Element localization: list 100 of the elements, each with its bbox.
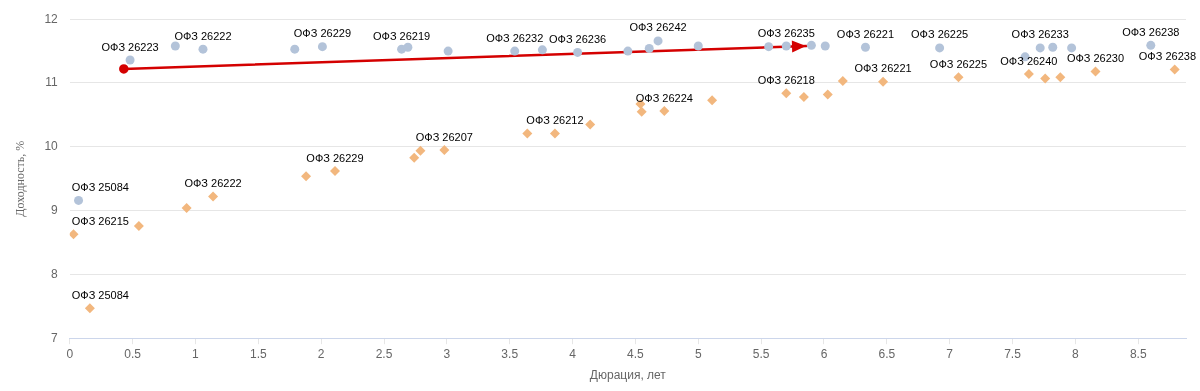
point <box>1055 72 1066 83</box>
x-tick-label: 7 <box>946 346 954 361</box>
point <box>198 44 208 54</box>
x-tick-label: 0.5 <box>124 346 142 361</box>
y-axis-title: Доходность, % <box>13 140 28 217</box>
x-tick-label: 6.5 <box>878 346 896 361</box>
point <box>953 72 964 83</box>
x-tick-label: 4.5 <box>627 346 645 361</box>
point <box>74 195 84 205</box>
point <box>522 128 533 139</box>
point <box>181 203 192 214</box>
point <box>510 46 520 56</box>
annotation: ОФЗ 26242 <box>629 21 687 34</box>
x-axis-title: Дюрация, лет <box>589 368 667 383</box>
point <box>1090 66 1101 77</box>
x-tick-label: 0 <box>66 346 74 361</box>
point <box>439 144 450 155</box>
point <box>301 171 312 182</box>
x-tick-label: 1.5 <box>249 346 267 361</box>
y-tick-label: 12 <box>44 11 59 26</box>
point <box>798 92 809 103</box>
point <box>329 166 340 177</box>
x-tick-label: 4 <box>569 346 577 361</box>
y-tick-label: 9 <box>51 202 59 217</box>
annotation: ОФЗ 26219 <box>373 29 431 42</box>
annotation: ОФЗ 26233 <box>1011 28 1069 41</box>
point <box>208 191 219 202</box>
annotation: ОФЗ 26212 <box>526 113 584 126</box>
annotation: ОФЗ 26221 <box>854 62 912 75</box>
point <box>653 36 663 46</box>
annotation: ОФЗ 26221 <box>836 27 895 40</box>
x-tick-label: 6 <box>820 346 828 361</box>
point <box>415 145 426 156</box>
point <box>1067 43 1077 53</box>
point <box>820 41 830 51</box>
point <box>170 41 180 51</box>
annotation: ОФЗ 26238 <box>1138 50 1197 63</box>
point <box>781 41 791 51</box>
point <box>644 44 654 54</box>
y-tick-label: 11 <box>45 75 59 90</box>
y-tick-label: 8 <box>51 266 59 281</box>
point <box>403 42 413 52</box>
point <box>1040 73 1051 84</box>
annotation: ОФЗ 26235 <box>757 26 815 39</box>
x-tick-label: 7.5 <box>1004 346 1022 361</box>
x-tick-label: 3.5 <box>501 346 519 361</box>
annotation: ОФЗ 26207 <box>415 130 473 143</box>
point <box>84 303 95 314</box>
point <box>806 40 816 50</box>
annotation: ОФЗ 26215 <box>71 214 129 227</box>
point <box>125 55 135 65</box>
annotation: ОФЗ 26224 <box>635 91 693 104</box>
annotation: ОФЗ 26229 <box>306 151 364 164</box>
x-tick-label: 3 <box>443 346 451 361</box>
point <box>1023 69 1034 80</box>
annotation: ОФЗ 26238 <box>1122 25 1180 38</box>
x-tick-label: 2 <box>317 346 325 361</box>
point <box>1048 42 1058 52</box>
point <box>781 88 792 99</box>
point <box>573 47 583 57</box>
point <box>409 152 420 163</box>
point <box>935 43 945 53</box>
x-tick-label: 5.5 <box>752 346 770 361</box>
annotation: ОФЗ 26229 <box>293 27 352 40</box>
point <box>659 106 670 117</box>
point <box>693 41 703 51</box>
point <box>133 220 144 231</box>
annotation: ОФЗ 26225 <box>929 57 988 70</box>
point <box>443 46 453 56</box>
point <box>707 95 718 106</box>
annotation: ОФЗ 26232 <box>486 31 544 44</box>
annotation: ОФЗ 26230 <box>1066 52 1125 65</box>
point <box>623 46 633 56</box>
annotation: ОФЗ 26223 <box>101 40 159 53</box>
annotation: ОФЗ 26218 <box>757 73 815 86</box>
point <box>860 42 870 52</box>
annotation: ОФЗ 26240 <box>1000 54 1058 67</box>
x-tick-label: 8.5 <box>1129 346 1147 361</box>
x-tick-label: 1 <box>192 346 200 361</box>
x-tick-label: 5 <box>694 346 702 361</box>
annotation: ОФЗ 26222 <box>184 177 242 190</box>
point <box>837 76 848 87</box>
x-tick-label: 2.5 <box>375 346 393 361</box>
annotation: ОФЗ 26236 <box>548 32 607 45</box>
point <box>585 119 596 130</box>
point <box>636 106 647 117</box>
point <box>537 45 547 55</box>
annotation: ОФЗ 25084 <box>71 288 129 301</box>
point <box>1146 40 1156 50</box>
annotation: ОФЗ 26225 <box>911 28 969 41</box>
point <box>878 76 889 87</box>
point <box>290 44 300 54</box>
y-tick-label: 10 <box>44 139 59 154</box>
annotation: ОФЗ 26222 <box>174 29 232 42</box>
x-tick-label: 8 <box>1072 346 1080 361</box>
point <box>317 42 327 52</box>
point <box>1169 64 1180 75</box>
point <box>119 64 129 74</box>
point <box>1035 43 1045 53</box>
point <box>764 42 774 52</box>
